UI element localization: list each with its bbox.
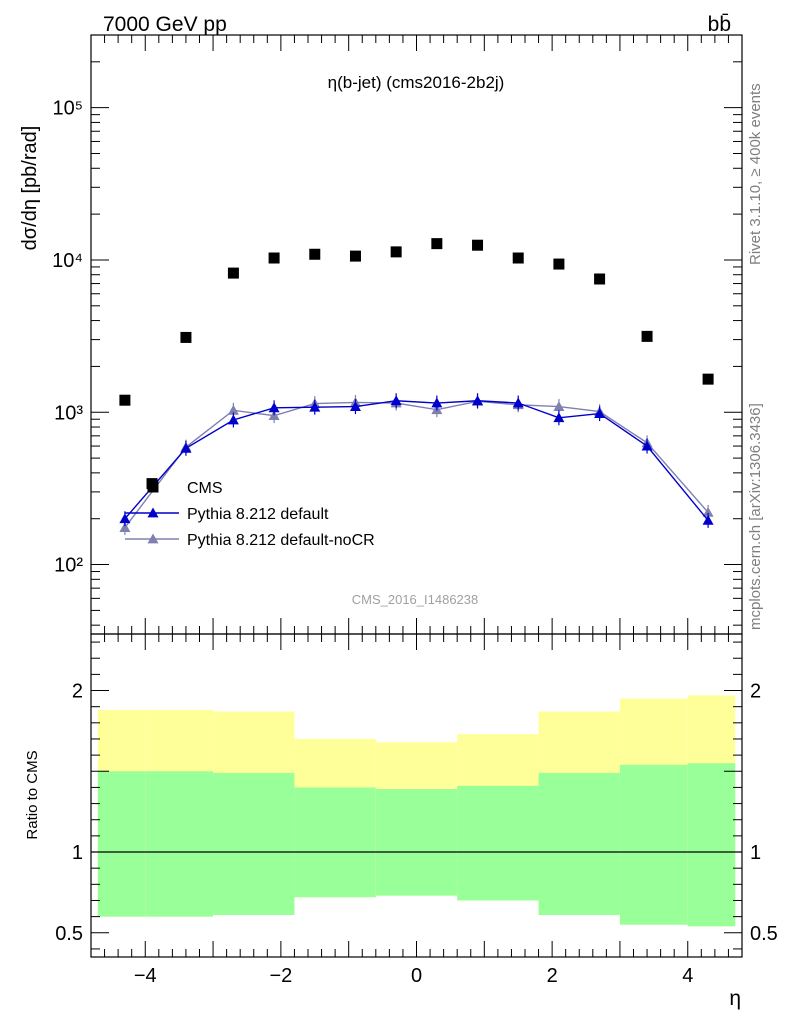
- data-point-triangle: [227, 414, 239, 425]
- main-ytick-label: 10⁴: [52, 250, 83, 272]
- ratio-bands: [91, 695, 742, 927]
- legend-marker-triangle: [147, 507, 159, 518]
- band-inner-7: [619, 764, 688, 925]
- band-inner-3: [294, 787, 376, 898]
- main-title: η(b-jet) (cms2016-2b2j): [328, 73, 505, 92]
- band-inner-5: [457, 785, 539, 901]
- data-point-square: [180, 331, 192, 343]
- data-point-triangle: [390, 395, 402, 406]
- ratio-ytick-label-right: 2: [750, 681, 761, 703]
- ratio-ytick-label-left: 0.5: [55, 923, 83, 945]
- data-point-triangle: [594, 408, 606, 418]
- data-point-square: [268, 252, 280, 264]
- legend-marker-cms: [147, 481, 159, 493]
- watermark: CMS_2016_I1486238: [352, 592, 479, 607]
- ratio-y-axis-label: Ratio to CMS: [24, 750, 41, 839]
- data-point-triangle: [553, 401, 565, 411]
- legend-marker-triangle: [147, 533, 159, 544]
- data-point-square: [431, 238, 443, 250]
- data-point-triangle: [119, 513, 131, 524]
- data-point-square: [594, 273, 606, 285]
- y-axis-label: dσ/dη [pb/rad]: [19, 126, 41, 251]
- main-panel: η(b-jet) (cms2016-2b2j) CMS_2016_I148623…: [19, 34, 743, 635]
- legend-label: CMS: [187, 480, 223, 497]
- x-tick-label: −2: [269, 965, 292, 987]
- data-point-triangle: [349, 401, 361, 411]
- ratio-axis-ticks: −4 −2 0 2 4 0.5 0.5 1 1 2 2: [55, 633, 778, 987]
- data-point-triangle: [268, 402, 280, 413]
- data-point-square: [641, 330, 653, 342]
- data-point-triangle: [702, 514, 714, 525]
- x-tick-label: −4: [134, 965, 157, 987]
- data-point-square: [512, 252, 524, 264]
- band-inner-6: [538, 772, 620, 916]
- data-point-square: [702, 373, 714, 385]
- process-label: bb̄: [708, 13, 731, 36]
- band-inner-8: [687, 763, 736, 927]
- band-inner-4: [375, 789, 458, 896]
- data-point-triangle: [119, 522, 131, 532]
- main-ytick-label: 10²: [54, 555, 83, 577]
- main-axis-ticks: 10² 10³ 10⁴ 10⁵: [52, 34, 743, 634]
- data-point-triangle: [227, 404, 239, 415]
- data-point-square: [390, 246, 402, 258]
- mcplots-label: mcplots.cern.ch [arXiv:1306.3436]: [747, 403, 764, 630]
- ratio-ytick-label-left: 1: [72, 842, 83, 864]
- ratio-panel: −4 −2 0 2 4 0.5 0.5 1 1 2 2 Ratio to CMS η: [24, 633, 778, 1010]
- data-point-square: [227, 267, 239, 279]
- main-series: [119, 238, 714, 536]
- data-point-triangle: [180, 442, 192, 453]
- data-point-square: [119, 394, 131, 406]
- data-point-triangle: [641, 440, 653, 451]
- band-inner-1: [145, 771, 214, 917]
- rivet-label: Rivet 3.1.10, ≥ 400k events: [747, 83, 764, 265]
- series-line-default: [124, 400, 709, 521]
- x-tick-label: 0: [411, 965, 422, 987]
- data-point-triangle: [512, 397, 524, 408]
- data-point-square: [472, 239, 484, 251]
- x-axis-label: η: [729, 987, 741, 1010]
- data-point-triangle: [702, 506, 714, 517]
- legend-label: Pythia 8.212 default-noCR: [187, 532, 375, 549]
- data-point-triangle: [553, 412, 565, 423]
- band-inner-2: [213, 772, 295, 916]
- data-point-square: [309, 248, 321, 260]
- data-point-triangle: [431, 397, 443, 408]
- ratio-ytick-label-right: 1: [750, 842, 761, 864]
- energy-label: 7000 GeV pp: [103, 13, 227, 36]
- x-tick-label: 4: [682, 965, 693, 987]
- ratio-ytick-label-right: 0.5: [750, 923, 778, 945]
- band-inner-0: [97, 771, 146, 917]
- x-tick-label: 2: [547, 965, 558, 987]
- legend: CMS Pythia 8.212 default Pythia 8.212 defa…: [125, 480, 375, 549]
- ratio-ytick-label-left: 2: [72, 681, 83, 703]
- data-point-square: [349, 250, 361, 262]
- data-point-square: [553, 258, 565, 270]
- legend-label: Pythia 8.212 default: [187, 506, 329, 523]
- main-ytick-label: 10³: [54, 402, 83, 424]
- series-line-nocr: [124, 400, 709, 528]
- data-point-triangle: [309, 401, 321, 412]
- data-point-triangle: [472, 395, 484, 406]
- main-ytick-label: 10⁵: [52, 98, 83, 120]
